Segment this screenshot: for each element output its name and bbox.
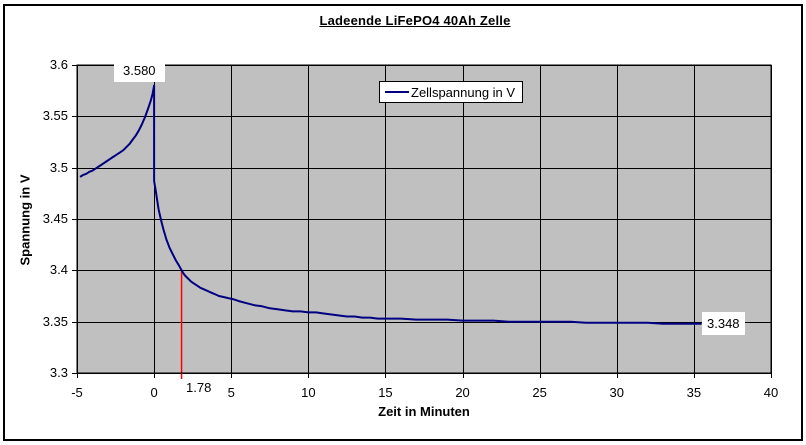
annotation-peak-voltage: 3.580: [114, 59, 165, 82]
x-tick-label: 0: [150, 385, 158, 400]
x-tick-label: 10: [301, 385, 316, 400]
x-tick-label: -5: [71, 385, 83, 400]
y-tick-label: 3.3: [49, 365, 68, 380]
legend-label: Zellspannung in V: [411, 84, 516, 100]
x-tick-label: 15: [378, 385, 393, 400]
x-tick-label: 40: [763, 385, 779, 400]
y-tick-label: 3.5: [49, 159, 68, 175]
x-tick-label: 5: [227, 385, 235, 400]
x-tick-label: 20: [455, 385, 470, 400]
annotation-marker-time: 1.78: [186, 380, 212, 395]
chart-frame-border: [3, 4, 803, 441]
y-tick-label: 3.45: [42, 211, 68, 226]
x-tick-label: 35: [686, 385, 702, 400]
y-tick-label: 3.55: [42, 108, 68, 124]
legend: Zellspannung in V: [379, 81, 524, 103]
y-tick-label: 3.6: [49, 57, 68, 72]
chart-title: Ladeende LiFePO4 40Ah Zelle: [319, 13, 511, 28]
x-tick-label: 25: [532, 385, 547, 400]
annotation-end-voltage: 3.348: [702, 312, 745, 335]
y-tick-label: 3.4: [49, 262, 68, 278]
x-tick-label: 30: [609, 385, 624, 400]
x-axis-title: Zeit in Minuten: [378, 404, 470, 419]
y-tick-label: 3.35: [42, 313, 68, 329]
legend-line-swatch: [385, 91, 409, 93]
y-axis-title: Spannung in V: [17, 174, 33, 266]
